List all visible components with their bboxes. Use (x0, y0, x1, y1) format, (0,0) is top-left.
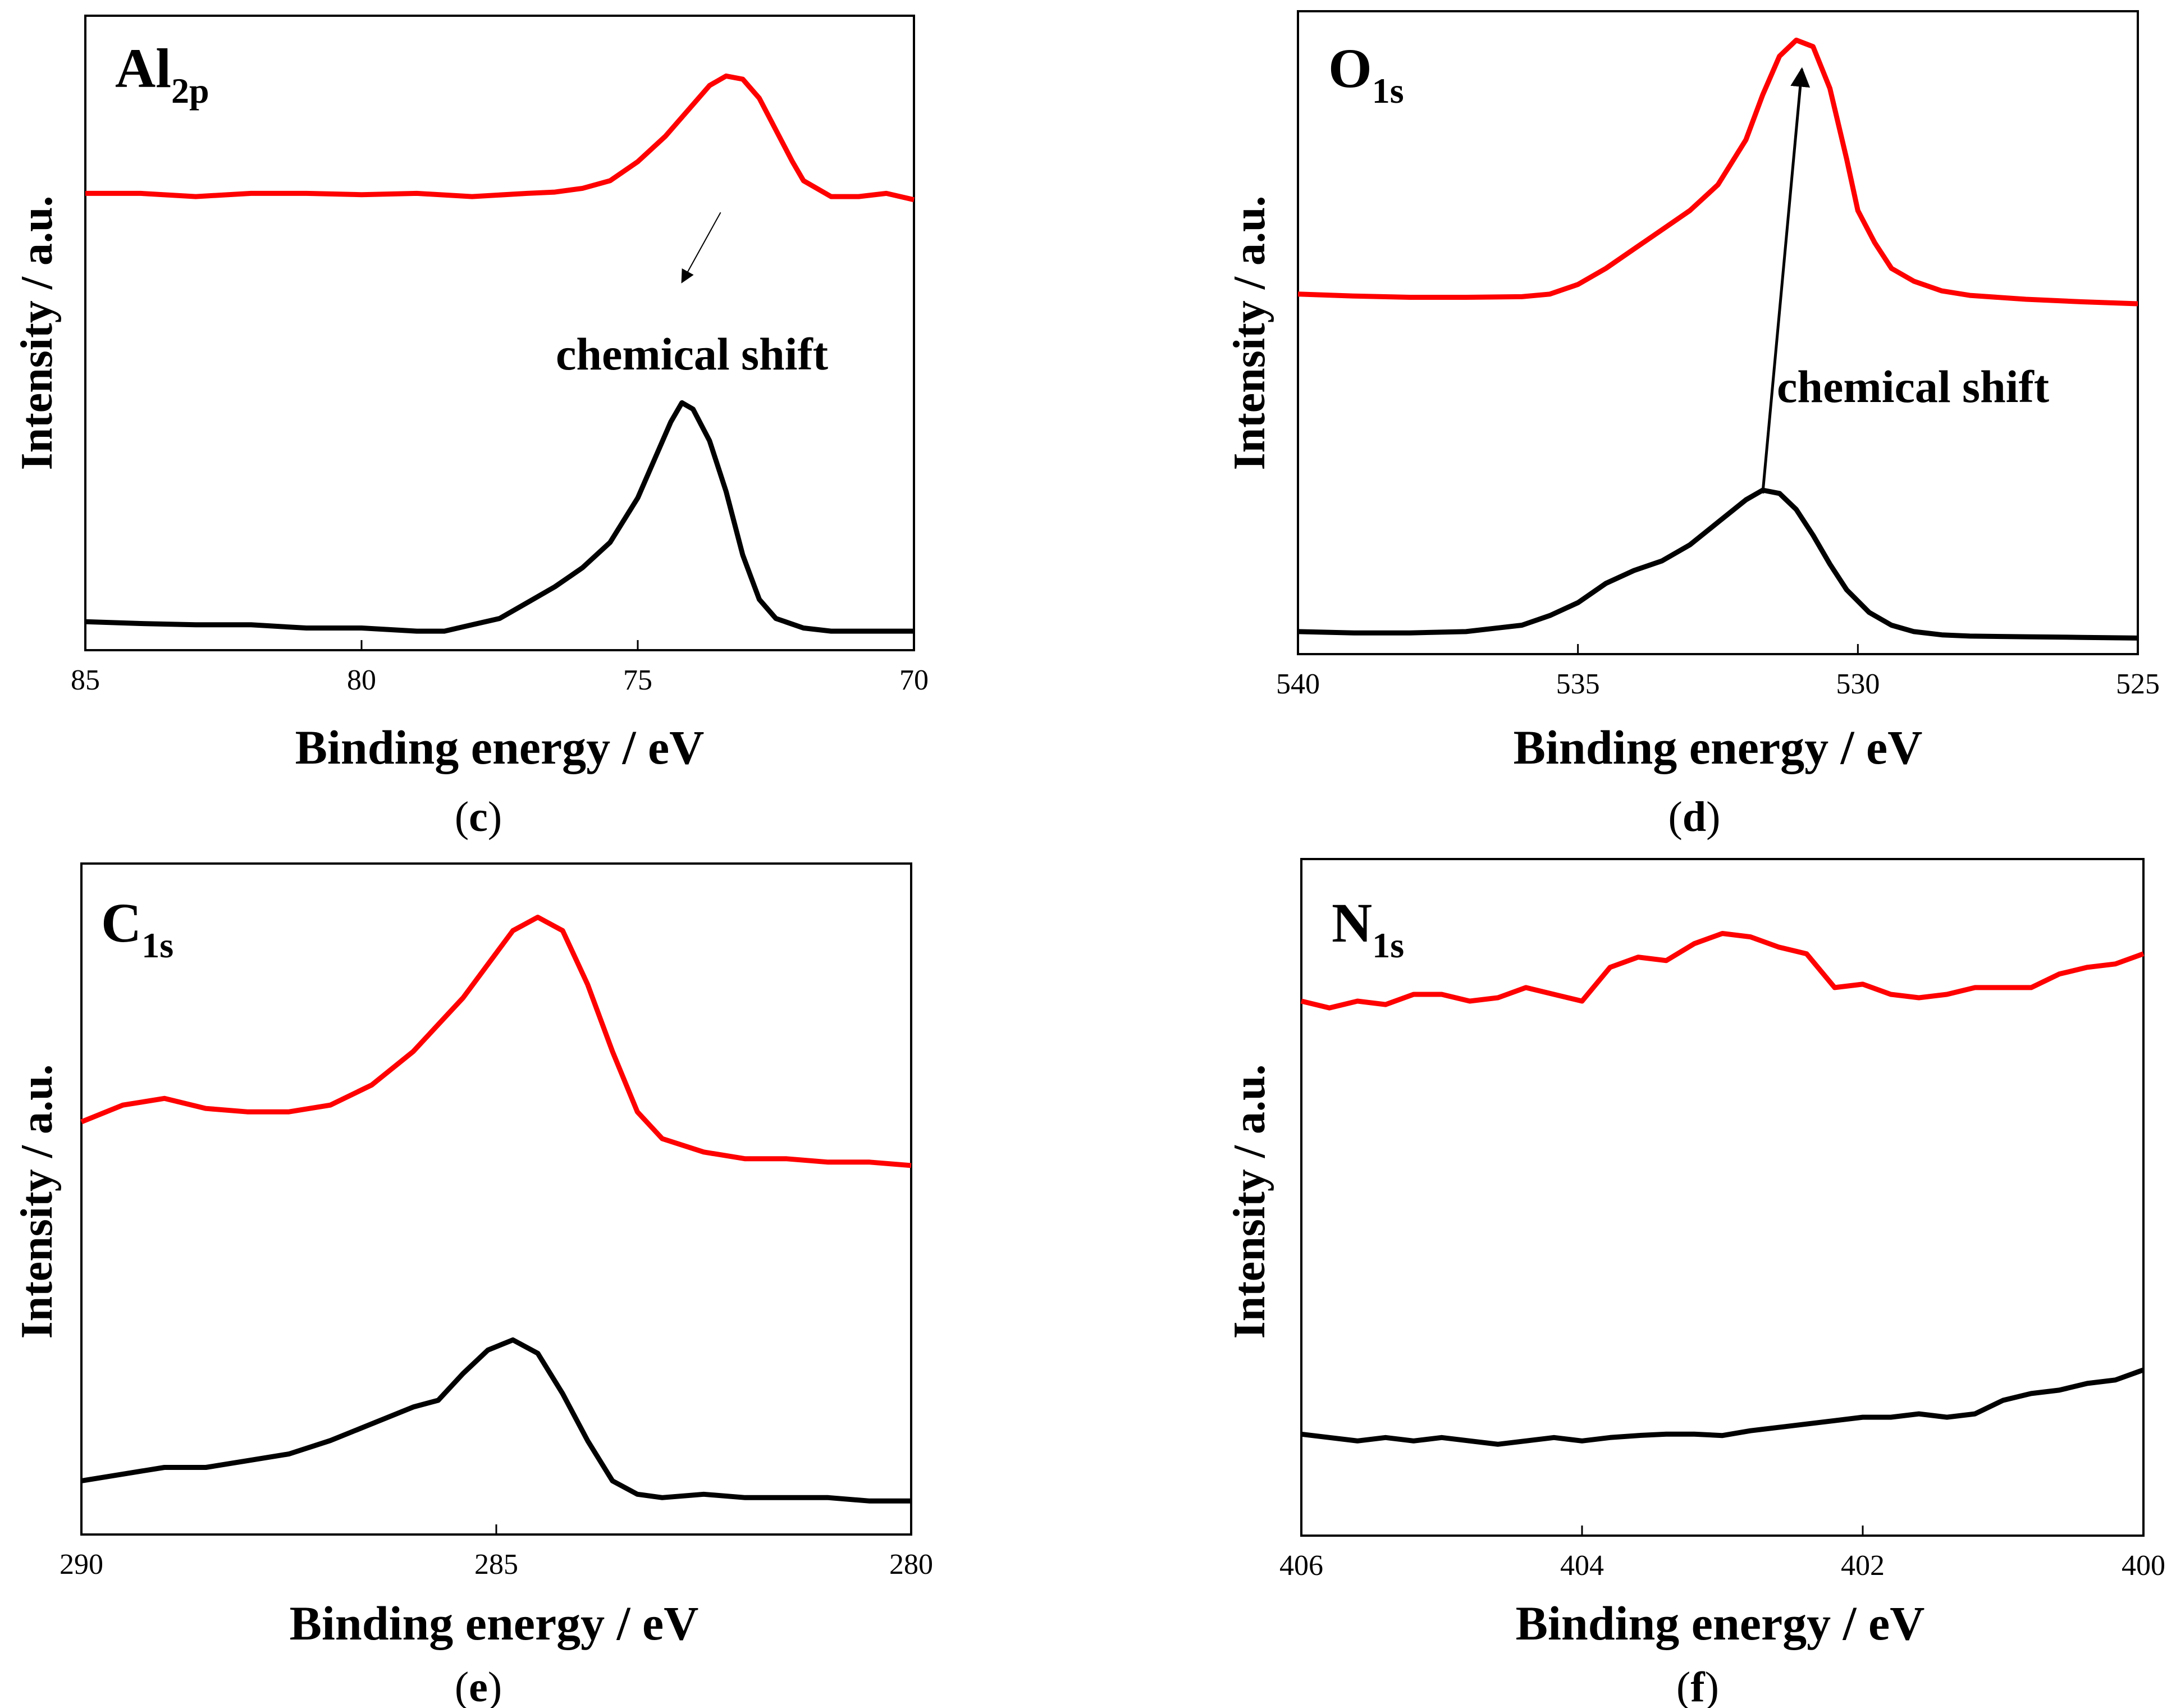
series-line-black (1301, 1367, 2145, 1447)
x-tick-label: 530 (1836, 668, 1880, 700)
panel-caption: (c) (455, 793, 502, 841)
x-tick-label: 280 (889, 1549, 933, 1581)
chemical-shift-arrow (681, 212, 721, 284)
y-axis-label: Intensity / a.u. (1225, 196, 1274, 471)
x-axis-label: Binding energy / eV (1514, 720, 1923, 774)
series-line-black (1297, 487, 2138, 641)
plot-frame (1300, 858, 2145, 1537)
plot-frame (84, 15, 915, 651)
x-axis-label: Binding energy / eV (295, 720, 705, 774)
series-line-red (1300, 931, 2145, 1011)
y-axis-label: Intensity / a.u. (1225, 1065, 1274, 1339)
x-tick-label: 75 (623, 664, 652, 696)
series-line-red (80, 915, 912, 1168)
x-tick-label: 285 (474, 1549, 518, 1581)
x-tick-label: 406 (1279, 1550, 1323, 1582)
element-label: O1s (1328, 37, 1404, 111)
x-tick-label: 290 (60, 1549, 103, 1581)
x-tick-label: 80 (347, 664, 376, 696)
element-label: Al2p (115, 37, 209, 111)
panel-c1s: C1s Intensity / a.u. Binding energy / eV… (12, 862, 933, 1708)
plot-frame (1297, 10, 2139, 655)
x-tick-label: 540 (1276, 668, 1320, 700)
x-axis-label: Binding energy / eV (1516, 1596, 1925, 1650)
panel-al2p: Al2p Intensity / a.u. Binding energy / e… (12, 15, 929, 841)
panel-caption: (e) (455, 1664, 502, 1708)
x-axis-label: Binding energy / eV (290, 1596, 699, 1650)
panel-o1s: O1s Intensity / a.u. Binding energy / eV… (1225, 10, 2160, 841)
panel-caption: (d) (1668, 793, 1721, 841)
y-axis-label: Intensity / a.u. (12, 1065, 62, 1339)
x-tick-label: 70 (899, 664, 929, 696)
plot-frame (80, 862, 912, 1536)
annotation-chemical-shift: chemical shift (1777, 361, 2049, 412)
x-tick-label: 402 (1841, 1550, 1885, 1582)
x-tick-label: 535 (1556, 668, 1600, 700)
x-tick-label: 85 (71, 664, 100, 696)
y-axis-label: Intensity / a.u. (12, 196, 62, 471)
x-tick-label: 400 (2122, 1550, 2165, 1582)
element-label: N1s (1332, 892, 1404, 965)
element-label: C1s (101, 892, 173, 965)
series-line-black (81, 1337, 911, 1504)
panel-caption: (f) (1676, 1664, 1719, 1708)
panel-n1s: N1s Intensity / a.u. Binding energy / eV… (1225, 858, 2165, 1708)
annotation-chemical-shift: chemical shift (556, 328, 828, 380)
series-line-red (1297, 38, 2138, 307)
series-line-black (85, 400, 914, 634)
series-line-red (85, 73, 915, 203)
chemical-shift-arrow (1761, 67, 1811, 494)
x-tick-label: 525 (2116, 668, 2160, 700)
x-tick-label: 404 (1560, 1550, 1604, 1582)
